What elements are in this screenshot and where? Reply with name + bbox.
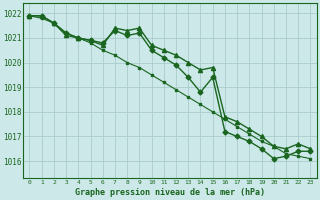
X-axis label: Graphe pression niveau de la mer (hPa): Graphe pression niveau de la mer (hPa) bbox=[75, 188, 265, 197]
